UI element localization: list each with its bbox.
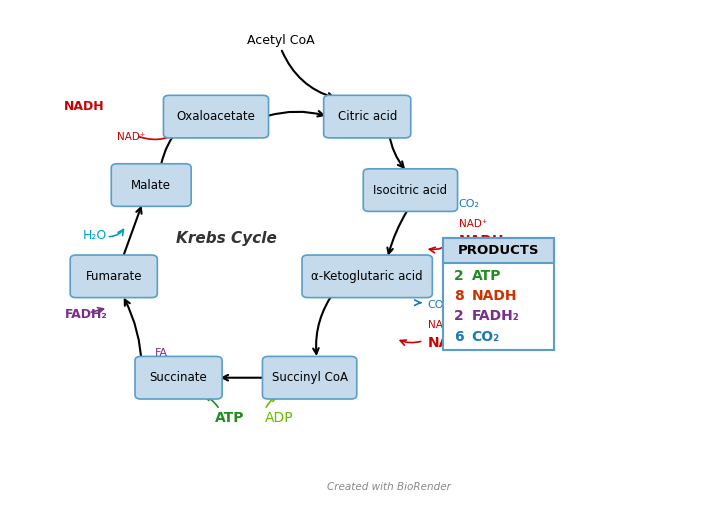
FancyBboxPatch shape (363, 169, 458, 211)
FancyBboxPatch shape (302, 255, 432, 298)
Text: NADH: NADH (459, 234, 504, 248)
Text: Succinyl CoA: Succinyl CoA (271, 371, 348, 384)
Text: Oxaloacetate: Oxaloacetate (176, 110, 256, 123)
Text: FADH₂: FADH₂ (65, 308, 107, 321)
FancyBboxPatch shape (443, 238, 554, 350)
Text: 2: 2 (454, 269, 464, 283)
Text: 8: 8 (454, 289, 464, 303)
Text: Krebs Cycle: Krebs Cycle (176, 231, 277, 246)
Text: H₂O: H₂O (83, 229, 107, 242)
Text: α-Ketoglutaric acid: α-Ketoglutaric acid (311, 270, 423, 283)
Text: CO₂: CO₂ (459, 199, 480, 209)
FancyBboxPatch shape (135, 356, 222, 399)
FancyBboxPatch shape (71, 255, 157, 298)
Text: CO₂: CO₂ (472, 330, 500, 344)
Text: Isocitric acid: Isocitric acid (374, 184, 447, 197)
Text: NADH: NADH (472, 289, 517, 303)
Text: Created with BioRender: Created with BioRender (327, 482, 451, 492)
FancyBboxPatch shape (111, 164, 191, 206)
FancyBboxPatch shape (262, 356, 357, 399)
Text: 6: 6 (454, 330, 464, 344)
Text: Citric acid: Citric acid (338, 110, 397, 123)
FancyBboxPatch shape (163, 95, 269, 138)
Text: PRODUCTS: PRODUCTS (458, 244, 539, 257)
Text: NADH: NADH (64, 100, 104, 113)
Text: ATP: ATP (215, 411, 244, 425)
Text: ATP: ATP (472, 269, 501, 283)
Text: ADP: ADP (265, 411, 294, 425)
FancyBboxPatch shape (443, 238, 554, 263)
Text: NAD⁺: NAD⁺ (428, 320, 456, 331)
Text: FA: FA (155, 348, 168, 358)
Text: Malate: Malate (131, 178, 171, 192)
Text: FADH₂: FADH₂ (472, 309, 519, 323)
Text: Fumarate: Fumarate (86, 270, 142, 283)
Text: Acetyl CoA: Acetyl CoA (247, 34, 315, 47)
Text: CO₂: CO₂ (428, 300, 449, 310)
Text: 2: 2 (454, 309, 464, 323)
Text: NADH: NADH (428, 336, 473, 350)
Text: NAD⁺: NAD⁺ (117, 132, 145, 142)
Text: Succinate: Succinate (150, 371, 207, 384)
Text: NAD⁺: NAD⁺ (459, 219, 487, 229)
FancyBboxPatch shape (324, 95, 410, 138)
